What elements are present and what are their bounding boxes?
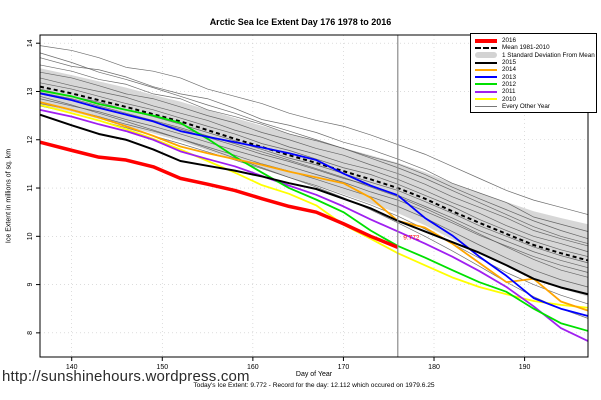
legend-label: Mean 1981-2010 (502, 44, 550, 52)
plot-border (39, 34, 589, 358)
legend-item-2010: 2010 (475, 95, 592, 103)
legend-item-mean-1981-2010: Mean 1981-2010 (475, 44, 592, 51)
legend-label: 2015 (502, 59, 517, 67)
legend-label: 2012 (502, 80, 517, 88)
y-tick-label: 11 (27, 184, 34, 191)
legend-label: 1 Standard Deviation From Mean (502, 51, 595, 59)
gray-year-line (39, 52, 589, 244)
gray-year-line (39, 64, 589, 240)
legend-item-2014: 2014 (475, 66, 592, 73)
legend-item-2016: 2016 (475, 37, 592, 44)
footer-note: Today's Ice Extent: 9.772 - Record for t… (193, 382, 435, 389)
y-tick-label: 13 (27, 87, 34, 95)
x-tick-label: 140 (66, 364, 78, 371)
std-dev-band (40, 68, 588, 297)
series-line-2011 (39, 108, 589, 342)
legend-box: 2016 Mean 1981-2010 1 Standard Deviation F… (470, 33, 597, 113)
gray-year-line (39, 105, 589, 305)
gray-year-line (39, 95, 589, 319)
legend-swatch-icon (475, 52, 497, 59)
x-tick-label: 180 (428, 364, 440, 371)
y-tick-label: 9 (27, 283, 34, 287)
legend-swatch-icon (475, 68, 497, 71)
legend-label: 2016 (502, 37, 517, 45)
series-line-2014 (39, 101, 589, 312)
gray-year-line (39, 77, 589, 253)
legend-swatch-icon (475, 38, 497, 43)
source-url-link[interactable]: http://sunshinehours.wordpress.com (2, 368, 250, 385)
series-line-2012 (39, 89, 589, 332)
chart-title: Arctic Sea Ice Extent Day 176 1978 to 20… (209, 17, 392, 27)
current-value-annotation: 9.772 (403, 235, 420, 242)
series-line-2010 (39, 104, 589, 309)
gray-year-line (39, 92, 589, 278)
x-axis-label: Day of Year (295, 371, 333, 378)
series-line-2013 (39, 92, 589, 317)
legend-swatch-icon (475, 105, 497, 107)
legend-swatch-icon (475, 83, 497, 86)
gray-year-line (39, 103, 589, 288)
legend-label: 2010 (502, 95, 517, 103)
legend-swatch-icon (475, 90, 497, 93)
gray-year-line (39, 45, 589, 215)
legend-swatch-icon (475, 46, 497, 49)
x-tick-label: 150 (156, 364, 168, 371)
legend-item-2012: 2012 (475, 81, 592, 88)
y-axis-label: Ice Extent in millions of sq. km (5, 148, 13, 244)
legend-item-2013: 2013 (475, 73, 592, 81)
legend-item-1-standard-deviation-from-mean: 1 Standard Deviation From Mean (475, 51, 595, 59)
series-line-2016 (39, 140, 399, 249)
x-tick-label: 160 (247, 364, 259, 371)
y-tick-label: 14 (27, 39, 34, 47)
gray-year-line (39, 57, 589, 232)
legend-swatch-icon (475, 76, 497, 79)
y-tick-label: 8 (27, 331, 34, 335)
y-tick-label: 10 (27, 232, 34, 240)
legend-label: 2011 (502, 88, 516, 96)
legend-label: Every Other Year (502, 102, 550, 110)
legend-label: 2014 (502, 66, 517, 74)
legend-item-2011: 2011 (475, 88, 592, 95)
gray-year-line (39, 82, 589, 257)
legend-item-2015: 2015 (475, 59, 592, 66)
series-line-2015 (39, 113, 589, 296)
y-tick-label: 12 (27, 136, 34, 144)
gray-year-line (39, 71, 589, 247)
x-tick-label: 190 (519, 364, 531, 371)
legend-label: 2013 (502, 73, 517, 81)
x-tick-label: 170 (338, 364, 350, 371)
legend-swatch-icon (475, 61, 497, 64)
legend-item-every-other-year: Every Other Year (475, 103, 592, 110)
legend-swatch-icon (475, 98, 497, 101)
